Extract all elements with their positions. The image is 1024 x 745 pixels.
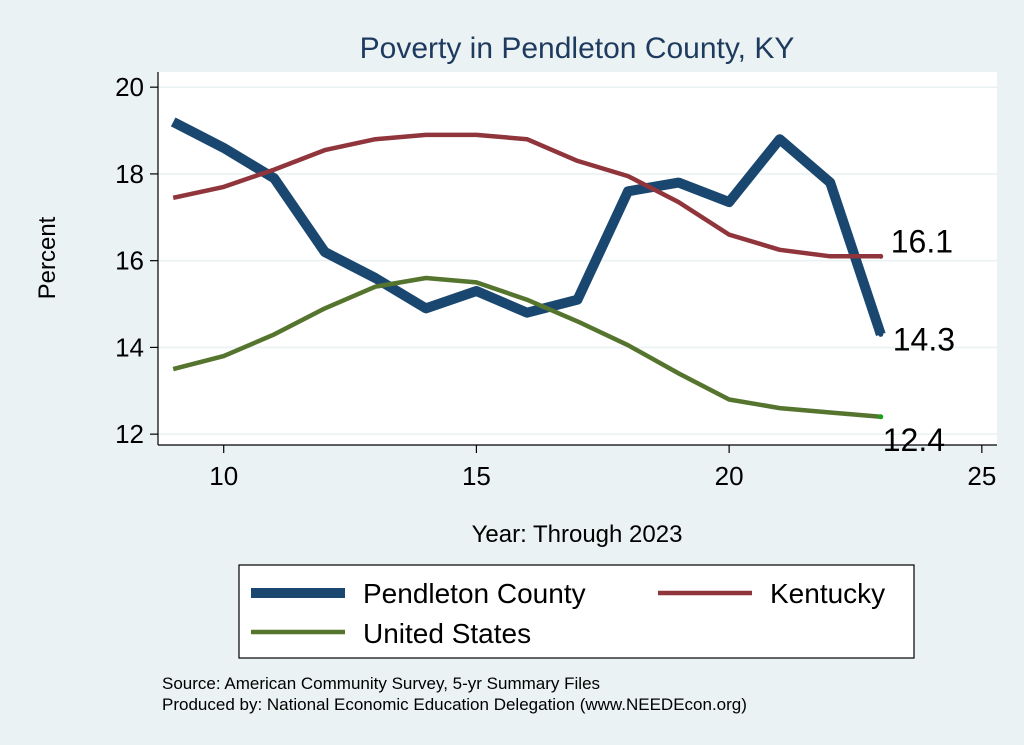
x-tick-label: 25 [967,461,996,491]
legend-label-pendleton-county: Pendleton County [363,578,586,609]
y-tick-label: 12 [115,419,144,449]
legend-box [238,564,915,659]
y-axis-title: Percent [34,216,61,299]
end-label-pendleton-county: 14.3 [893,321,955,357]
x-tick-label: 10 [209,461,238,491]
chart-title: Poverty in Pendleton County, KY [360,32,795,65]
x-tick-label: 15 [462,461,491,491]
axes: 12 14 16 18 20 10 15 20 25 [115,72,997,491]
y-tick-label: 20 [115,72,144,102]
producer-note: Produced by: National Economic Education… [162,695,747,714]
end-labels: 14.3 16.1 12.4 [878,223,955,458]
series-line-pendleton-county [170,117,886,336]
y-tick-label: 14 [115,332,144,362]
end-label-kentucky: 16.1 [891,223,953,259]
series-line-kentucky [172,132,881,259]
legend-label-united-states: United States [363,618,531,649]
end-point-pendleton-county [878,331,884,337]
series-lines [170,117,886,420]
y-tick-label: 18 [115,159,144,189]
end-label-united-states: 12.4 [883,422,945,458]
x-tick-label: 20 [715,461,744,491]
series-line-united-states [172,275,881,420]
end-point-united-states [878,414,884,420]
legend-label-kentucky: Kentucky [770,578,885,609]
y-tick-label: 16 [115,246,144,276]
source-note: Source: American Community Survey, 5-yr … [162,674,600,693]
end-point-kentucky [878,253,884,259]
x-axis-title: Year: Through 2023 [472,521,683,548]
